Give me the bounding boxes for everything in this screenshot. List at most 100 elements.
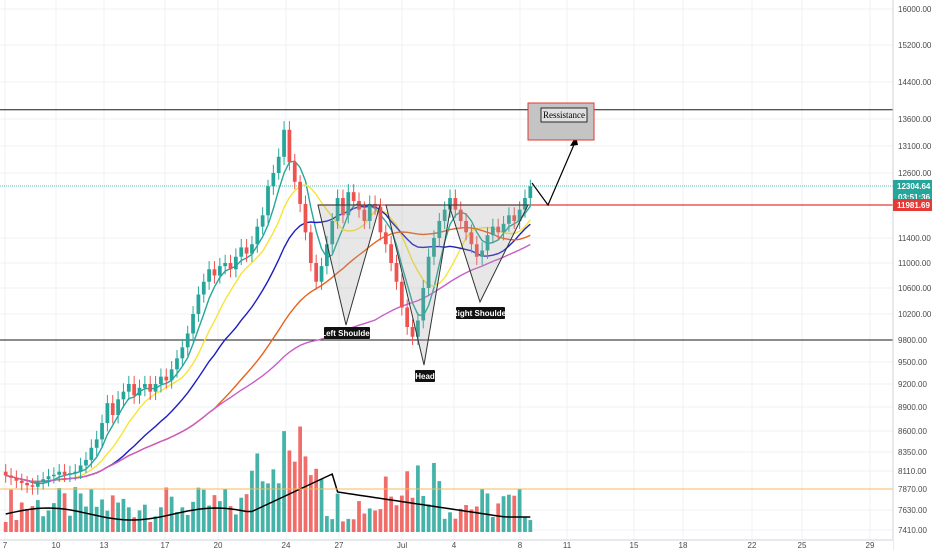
volume-bar xyxy=(153,516,158,532)
volume-bar xyxy=(341,521,345,532)
volume-bar xyxy=(164,487,169,532)
candle-body xyxy=(110,403,115,415)
volume-bar xyxy=(244,494,249,532)
candle-body xyxy=(271,173,276,187)
candle-body xyxy=(78,465,83,472)
y-axis: 16000.00 15200.00 14400.00 13600.00 13100.00… xyxy=(892,0,932,550)
candle-body xyxy=(448,198,452,210)
candle-body xyxy=(223,263,228,267)
candle-body xyxy=(89,447,94,460)
candle-body xyxy=(62,471,67,475)
candle-body xyxy=(432,238,436,257)
volume-bar xyxy=(378,509,383,532)
candle-body xyxy=(116,399,120,415)
candle-body xyxy=(159,376,163,384)
candle-body xyxy=(362,209,367,221)
volume-bar xyxy=(250,470,254,532)
countdown-value: 03:51:36 xyxy=(898,193,931,202)
candle-body xyxy=(464,220,468,233)
x-axis: 7 10 13 17 20 24 27 Jul 4 8 11 15 18 22 25 29 xyxy=(0,539,893,550)
volume-bar xyxy=(68,515,72,532)
volume-bar xyxy=(19,502,24,532)
right-shoulder-triangle xyxy=(448,204,529,304)
volume-bars xyxy=(3,426,533,532)
y-tick-label: 9500.00 xyxy=(898,358,927,367)
candle-body xyxy=(73,471,78,474)
candle-body xyxy=(298,181,302,204)
moving-average-line xyxy=(5,205,531,483)
candle-body xyxy=(19,480,24,483)
volume-bar xyxy=(84,506,88,532)
candle-body xyxy=(367,203,372,221)
y-tick-label: 8110.00 xyxy=(898,467,927,476)
volume-bar xyxy=(116,502,120,532)
candle-body xyxy=(244,247,249,254)
volume-bar xyxy=(394,505,399,532)
candle-body xyxy=(228,263,233,270)
candle-body xyxy=(14,477,19,481)
volume-bar xyxy=(292,461,297,532)
volume-bar xyxy=(308,475,313,532)
volume-bar xyxy=(223,489,228,532)
volume-bar xyxy=(217,501,222,532)
candle-body xyxy=(41,479,46,483)
moving-average-line xyxy=(5,184,531,483)
candles xyxy=(3,121,533,495)
y-tick-label: 10200.00 xyxy=(898,310,932,319)
candle-body xyxy=(239,247,244,257)
volume-bar xyxy=(517,489,522,532)
volume-bar xyxy=(105,510,110,532)
projection-arrow xyxy=(531,139,577,207)
volume-bar xyxy=(62,493,67,532)
candle-body xyxy=(330,220,335,245)
candle-body xyxy=(68,473,72,475)
candle-body xyxy=(100,423,104,440)
volume-bar xyxy=(121,498,126,532)
candle-body xyxy=(303,203,308,233)
x-tick-label: 7 xyxy=(3,541,8,550)
candle-body xyxy=(250,244,254,254)
y-tick-label: 9200.00 xyxy=(898,380,927,389)
volume-bar xyxy=(212,495,217,532)
x-tick-label: 4 xyxy=(452,541,457,550)
volume-bar xyxy=(51,503,56,532)
volume-bar xyxy=(362,513,367,532)
head-and-shoulders-pattern xyxy=(317,102,595,366)
candle-body xyxy=(287,129,292,163)
volume-bar xyxy=(346,518,351,532)
volume-ma-line xyxy=(5,472,531,521)
volume-bar xyxy=(180,507,185,532)
horizontal-levels xyxy=(0,109,893,490)
candle-body xyxy=(126,384,131,392)
candle-body xyxy=(105,403,110,423)
left-shoulder-label: Left Shoulder xyxy=(321,329,373,338)
candle-body xyxy=(57,471,62,475)
candle-body xyxy=(319,266,324,282)
candle-body xyxy=(474,244,479,257)
candle-body xyxy=(325,244,329,267)
volume-bar xyxy=(100,499,104,532)
volume-bar xyxy=(175,512,179,532)
candle-body xyxy=(399,281,404,308)
volume-bar xyxy=(357,501,361,532)
volume-bar xyxy=(3,522,8,532)
volume-bar xyxy=(35,500,40,532)
candle-body xyxy=(346,192,351,216)
candle-body xyxy=(84,459,88,466)
y-tick-label: 13100.00 xyxy=(898,142,932,151)
x-tick-label: 13 xyxy=(100,541,109,550)
volume-bar xyxy=(30,506,35,532)
candle-body xyxy=(212,269,217,276)
volume-bar xyxy=(485,493,490,532)
volume-bar xyxy=(496,503,501,532)
candle-body xyxy=(25,483,29,486)
volume-bar xyxy=(319,478,324,532)
volume-bar xyxy=(25,508,29,532)
candle-body xyxy=(9,475,13,478)
x-tick-label: 18 xyxy=(679,541,688,550)
candle-body xyxy=(512,215,517,221)
right-shoulder-label: Right Shoulder xyxy=(452,309,509,318)
candle-body xyxy=(458,209,463,221)
volume-bar xyxy=(276,483,281,532)
x-tick-label: 17 xyxy=(161,541,170,550)
